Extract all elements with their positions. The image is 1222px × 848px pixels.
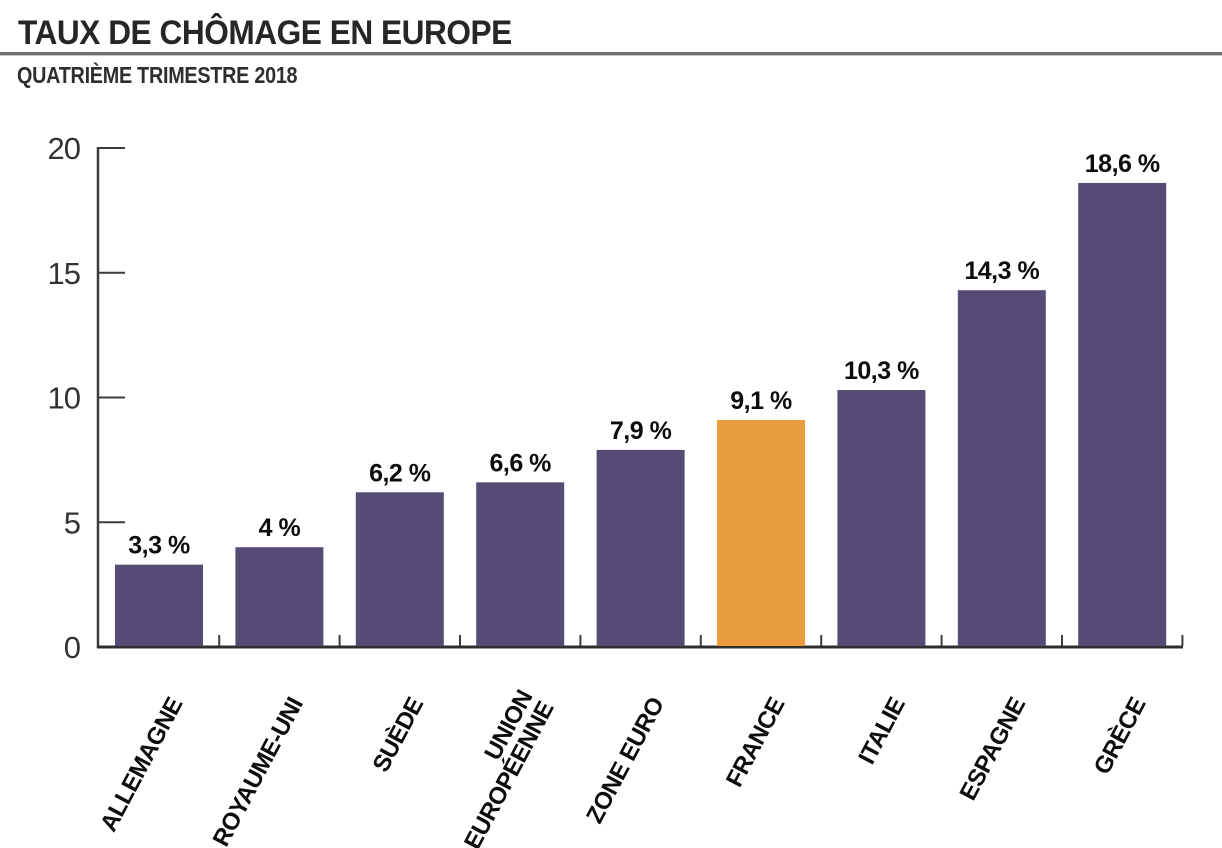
bar-france (717, 419, 805, 646)
bar-value-label-france: 9,1 % (730, 387, 792, 415)
y-tick-label: 15 (48, 256, 80, 291)
bar-value-label-zone-euro: 7,9 % (610, 417, 672, 445)
bar-value-label-royaume-uni: 4 % (259, 514, 301, 542)
category-label-line: SUÈDE (367, 692, 430, 776)
category-label-su-de: SUÈDE (367, 692, 430, 776)
y-tick-label: 0 (64, 630, 81, 665)
bar-value-label-allemagne: 3,3 % (128, 532, 190, 560)
bar-espagne (957, 290, 1046, 646)
category-label-allemagne: ALLEMAGNE (95, 693, 188, 836)
title-divider (0, 52, 1222, 56)
bar-italie (837, 390, 926, 646)
category-label-line: ZONE EURO (581, 693, 670, 828)
category-label-zone-euro: ZONE EURO (581, 693, 670, 828)
bar-value-label-gr-ce: 18,6 % (1085, 150, 1160, 178)
y-tick-label: 10 (48, 381, 81, 416)
category-label-line: ROYAUME-UNI (208, 693, 309, 848)
category-label-france: FRANCE (721, 693, 791, 792)
category-label-line: FRANCE (721, 693, 791, 792)
bar-value-label-su-de: 6,2 % (369, 459, 431, 487)
y-tick-label: 5 (64, 505, 80, 540)
bar-royaume-uni (235, 547, 324, 646)
bar-gr-ce (1078, 182, 1167, 646)
bar-allemagne (115, 564, 203, 646)
y-tick-label: 20 (48, 131, 81, 166)
bar-su-de (355, 492, 444, 646)
category-label-line: ESPAGNE (955, 693, 1032, 805)
category-label-union-europ-enne: UNIONEUROPÉENNE (438, 685, 560, 848)
bar-zone-euro (596, 449, 685, 646)
category-label-italie: ITALIE (853, 693, 911, 769)
bar-value-label-italie: 10,3 % (844, 357, 919, 385)
category-label-gr-ce: GRÈCE (1088, 692, 1152, 779)
category-label-line: ALLEMAGNE (95, 693, 188, 836)
category-label-line: GRÈCE (1088, 692, 1152, 779)
bar-value-label-espagne: 14,3 % (964, 257, 1039, 285)
category-label-espagne: ESPAGNE (955, 693, 1032, 805)
category-label-line: ITALIE (853, 693, 911, 769)
bar-union-europ-enne (476, 482, 565, 646)
bar-value-label-union-europ-enne: 6,6 % (489, 449, 551, 477)
chart-subtitle: QUATRIÈME TRIMESTRE 2018 (17, 62, 298, 88)
category-label-royaume-uni: ROYAUME-UNI (208, 693, 309, 848)
chart-title: TAUX DE CHÔMAGE EN EUROPE (18, 14, 512, 52)
